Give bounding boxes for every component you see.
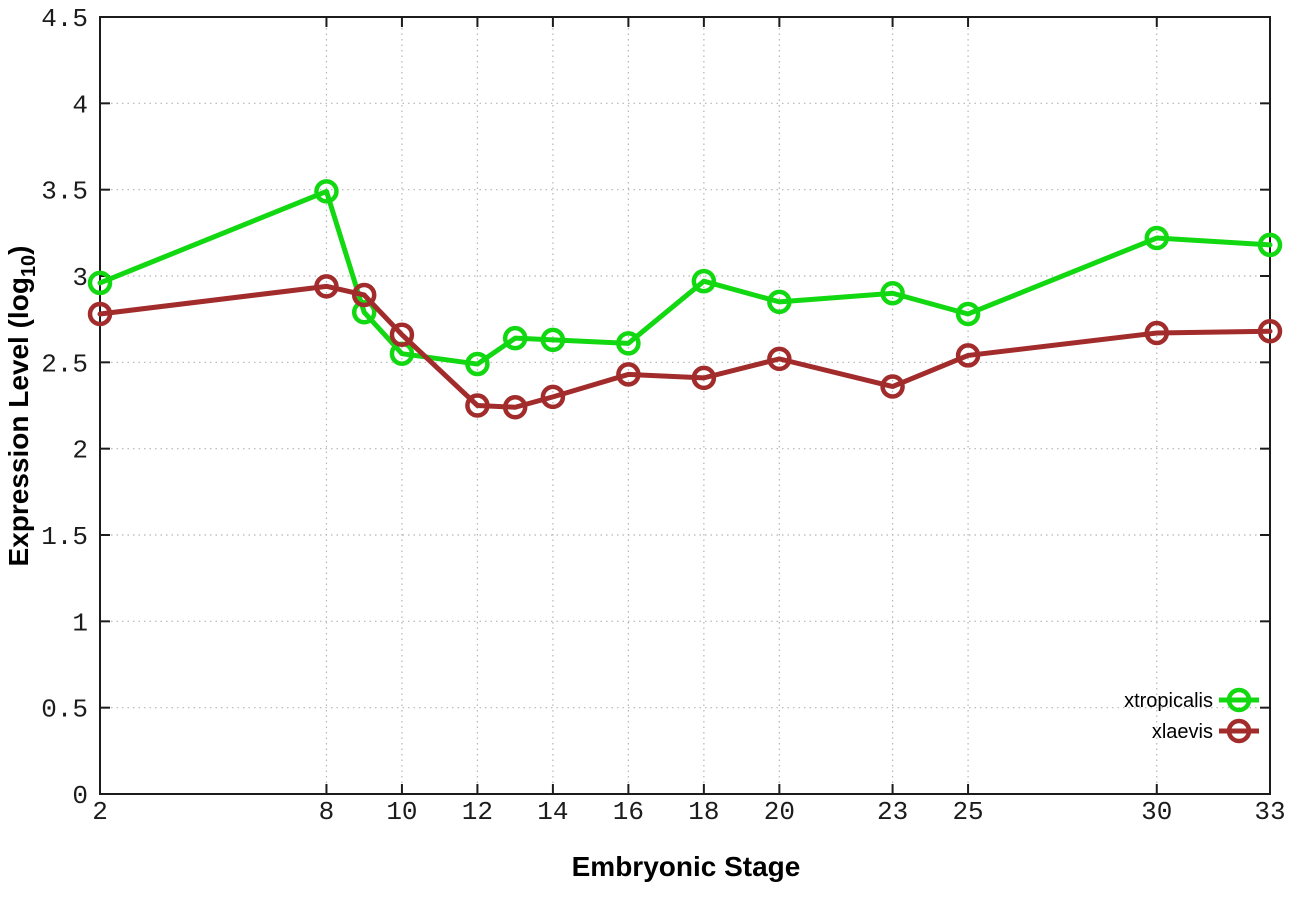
point-xtropicalis-stage-14 — [540, 327, 566, 353]
plot-area: 2 8 10 12 14 16 18 20 23 25 30 33 0 0.5 1 1.5 2 2.5 3 3.5 4 4… — [41, 4, 1285, 827]
point-xtropicalis-stage-33 — [1257, 232, 1283, 258]
point-xtropicalis-stage-23 — [880, 281, 905, 306]
y-tick-label-2.5: 2.5 — [41, 349, 88, 379]
y-tick-label-4: 4 — [72, 90, 88, 120]
point-xlaevis-stage-18 — [691, 365, 717, 391]
x-tick-label-25: 25 — [952, 797, 983, 827]
point-xlaevis-stage-20 — [767, 346, 792, 372]
x-tick-label-2: 2 — [92, 797, 108, 827]
y-axis-title: Expression Level (log10) — [3, 246, 40, 567]
x-tick-label-33: 33 — [1254, 797, 1285, 827]
y-tick-label-4.5: 4.5 — [41, 4, 88, 34]
point-xtropicalis-stage-2 — [87, 270, 113, 296]
point-xtropicalis-stage-25 — [955, 301, 981, 327]
x-tick-label-8: 8 — [319, 797, 335, 827]
point-xtropicalis-stage-13 — [502, 325, 528, 351]
point-xtropicalis-stage-8 — [314, 179, 339, 204]
point-xtropicalis-stage-9 — [351, 300, 377, 325]
x-tick-label-14: 14 — [537, 797, 568, 827]
y-axis-title-main: Expression Level (log — [3, 277, 34, 566]
point-xlaevis-stage-2 — [87, 301, 113, 327]
point-xlaevis-stage-14 — [540, 384, 566, 410]
y-tick-label-3.5: 3.5 — [41, 177, 88, 207]
x-tick-label-20: 20 — [764, 797, 795, 827]
point-xtropicalis-stage-18 — [691, 268, 717, 294]
legend-label-xlaevis: xlaevis — [1152, 721, 1213, 743]
legend-label-xtropicalis: xtropicalis — [1124, 690, 1213, 712]
y-tick-label-0.5: 0.5 — [41, 695, 88, 725]
point-xtropicalis-stage-20 — [767, 289, 792, 315]
x-tick-label-10: 10 — [386, 797, 417, 827]
y-axis-title-close: ) — [3, 246, 34, 255]
point-xlaevis-stage-30 — [1144, 320, 1170, 346]
y-tick-label-2: 2 — [72, 436, 88, 466]
y-axis-title-subscript: 10 — [18, 255, 40, 277]
point-xlaevis-stage-25 — [955, 343, 981, 368]
y-tick-label-1.5: 1.5 — [41, 522, 88, 552]
point-xlaevis-stage-13 — [502, 394, 528, 420]
x-tick-label-18: 18 — [688, 797, 719, 827]
point-xlaevis-stage-10 — [389, 322, 415, 347]
legend-marker-xtropicalis — [1226, 687, 1252, 713]
point-xlaevis-stage-16 — [616, 362, 641, 387]
y-tick-label-3: 3 — [72, 263, 88, 293]
point-xlaevis-stage-23 — [880, 374, 905, 399]
point-xlaevis-stage-9 — [351, 282, 377, 308]
x-axis-title: Embryonic Stage — [572, 851, 801, 882]
y-tick-label-0: 0 — [72, 781, 88, 811]
legend-marker-xlaevis — [1226, 718, 1252, 744]
x-tick-label-30: 30 — [1141, 797, 1172, 827]
series-line-xlaevis — [97, 283, 1273, 410]
y-tick-label-1: 1 — [72, 608, 88, 638]
point-xtropicalis-stage-30 — [1144, 225, 1170, 251]
point-xlaevis-stage-12 — [465, 393, 490, 418]
x-tick-label-12: 12 — [462, 797, 493, 827]
x-tick-label-16: 16 — [613, 797, 644, 827]
point-xtropicalis-stage-12 — [465, 351, 490, 377]
point-xlaevis-stage-33 — [1257, 319, 1283, 344]
x-tick-label-23: 23 — [877, 797, 908, 827]
plot-border — [99, 16, 1271, 795]
point-xtropicalis-stage-16 — [616, 331, 641, 356]
point-xlaevis-stage-8 — [314, 274, 339, 299]
